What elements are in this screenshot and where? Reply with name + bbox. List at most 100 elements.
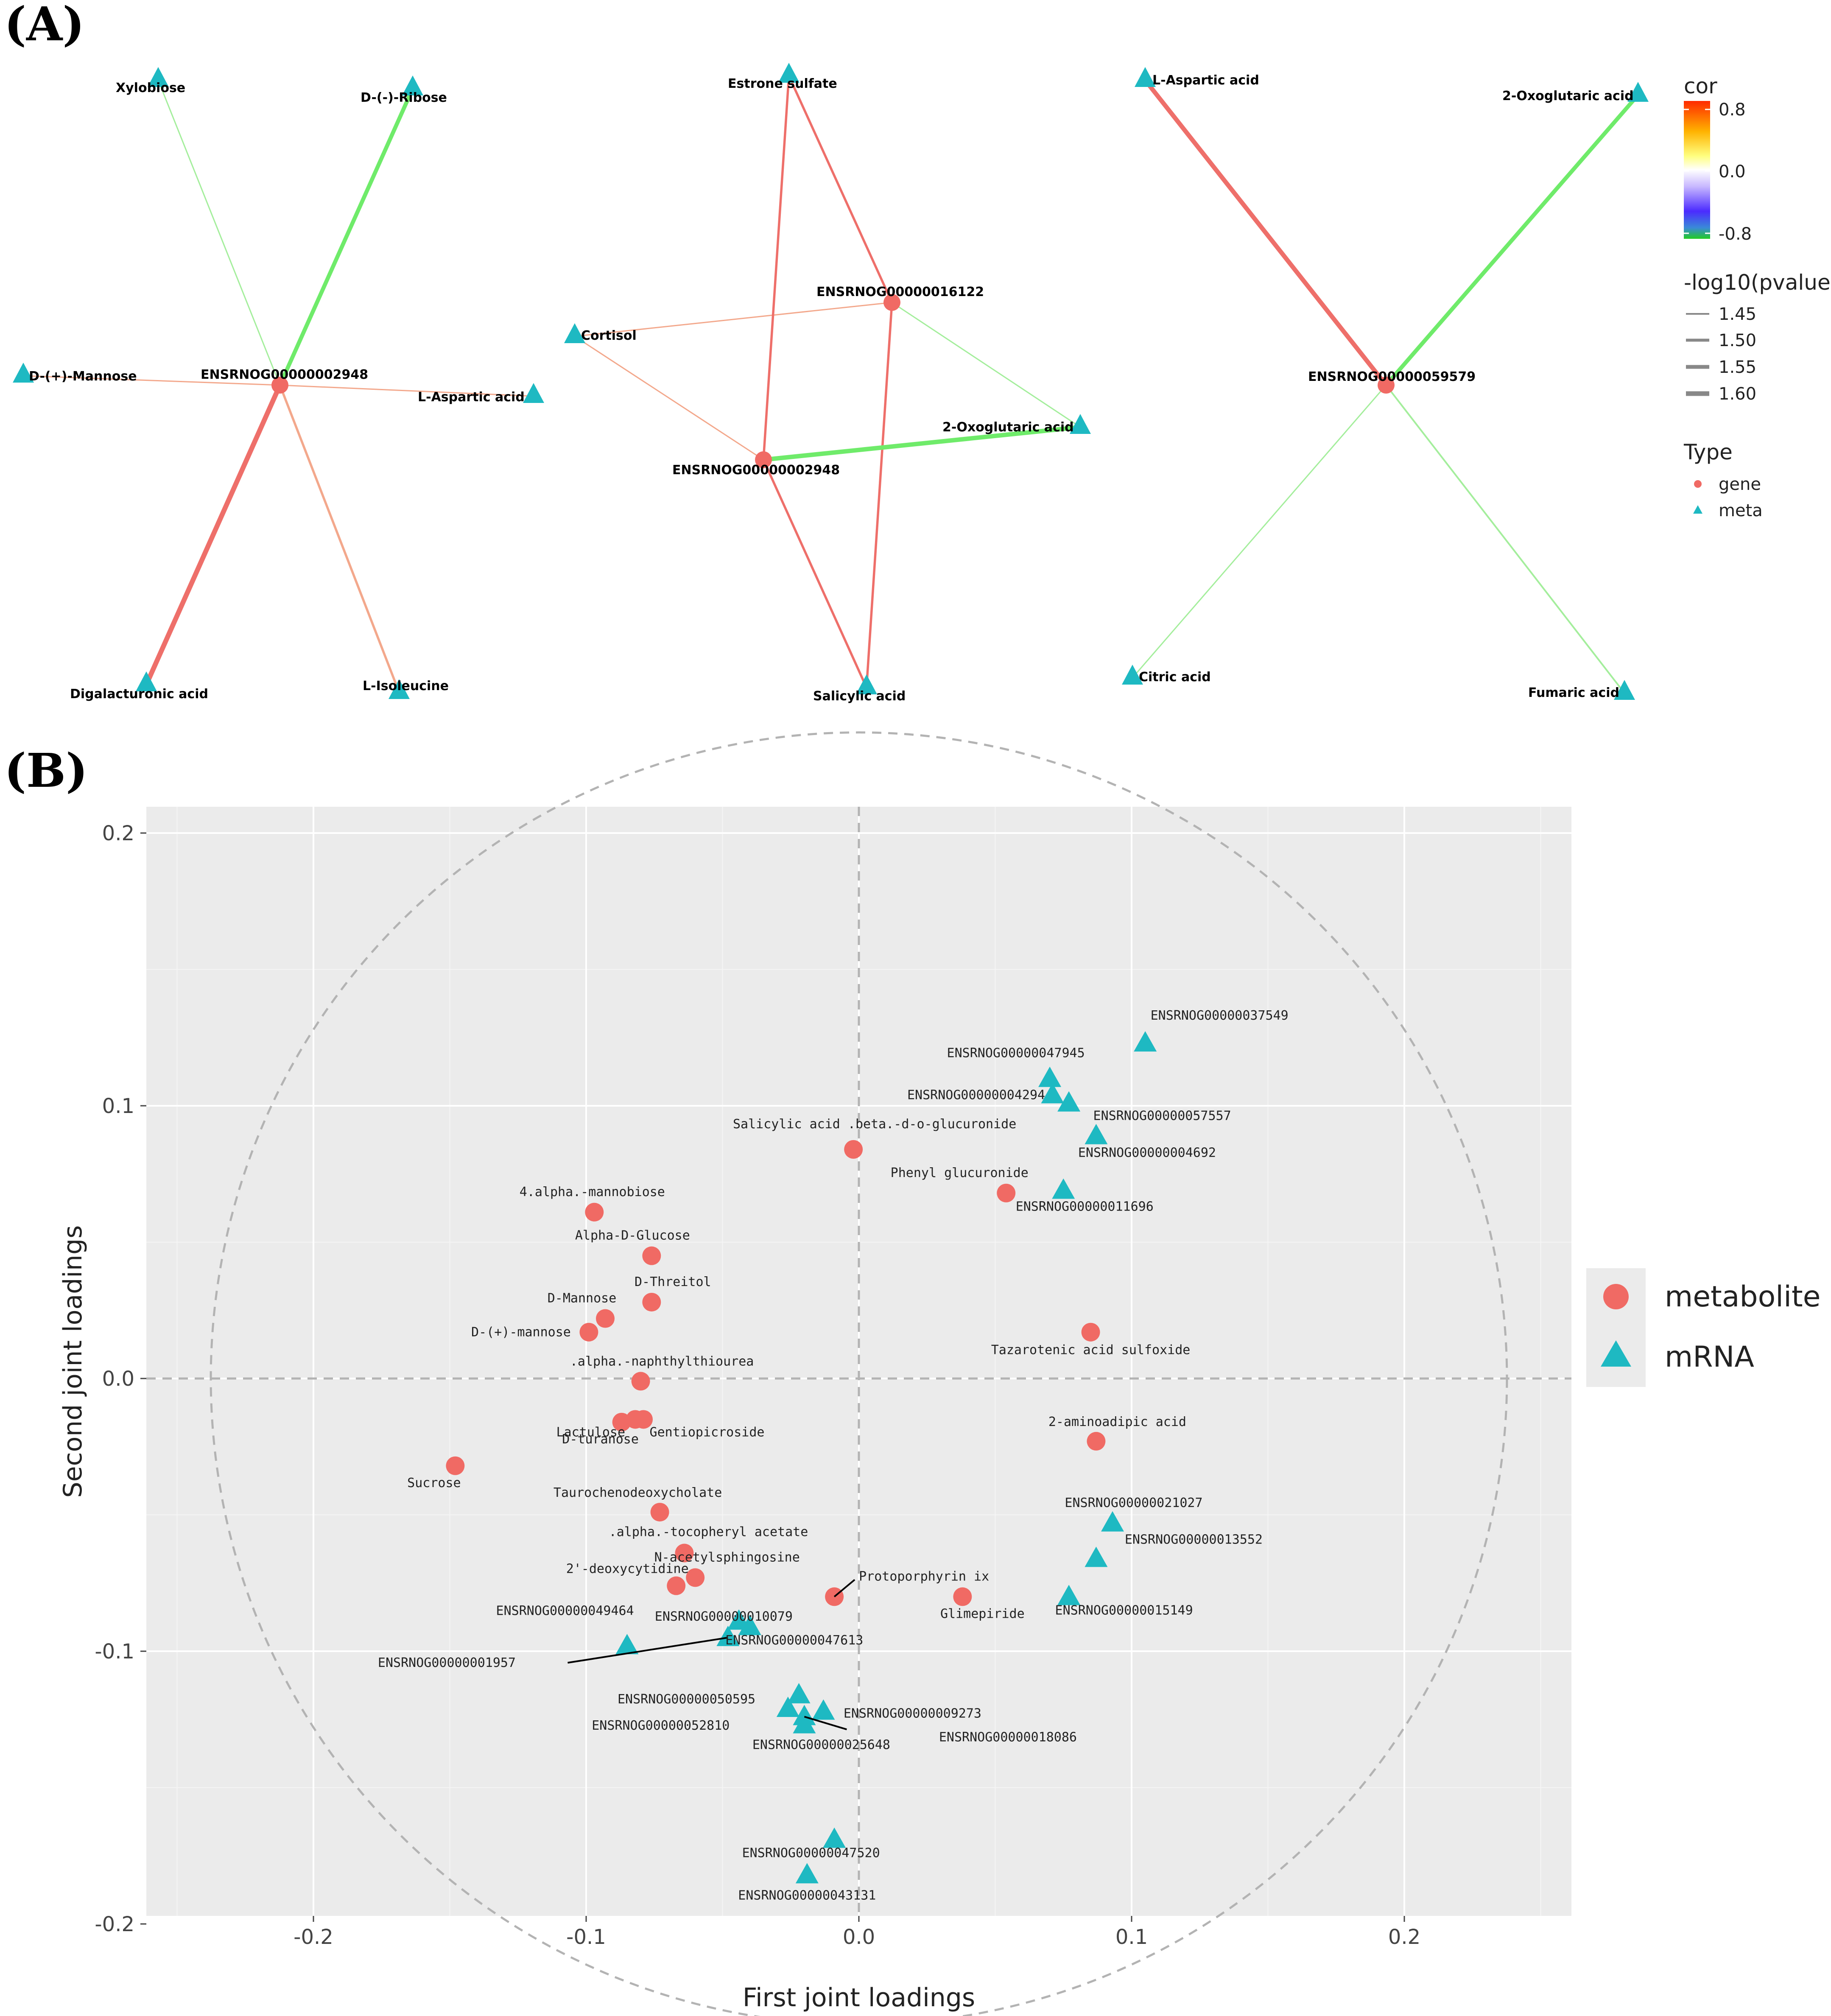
metabolite-label-17: 2'-deoxycytidine	[566, 1562, 689, 1577]
leader-0001957	[567, 1636, 728, 1664]
mrna-label-15: ENSRNOG00000018086	[939, 1730, 1077, 1745]
label-oxoglutaric-n2: 2-Oxoglutaric acid	[1502, 89, 1634, 103]
network-edge-9	[865, 302, 893, 688]
mrna-point-8	[1057, 1585, 1081, 1605]
y-tick-label-4: -0.2	[95, 1913, 134, 1936]
mrna-label-17: ENSRNOG00000025648	[752, 1738, 890, 1753]
mrna-label-2: ENSRNOG00000004294	[907, 1088, 1045, 1102]
meta-node-aspartic	[523, 383, 544, 403]
mrna-point-3	[1057, 1091, 1081, 1112]
metabolite-label-15: .alpha.-tocopheryl acetate	[609, 1525, 808, 1540]
mrna-point-19	[795, 1863, 819, 1884]
x-tick-label-3: 0.1	[1115, 1925, 1148, 1949]
network-edge-8	[892, 302, 1081, 428]
leader-protoporphyrin	[833, 1579, 855, 1597]
mrna-point-12	[615, 1634, 639, 1655]
meta-node-estrone	[778, 63, 799, 83]
network-edge-17	[1385, 384, 1625, 694]
metabolite-point-19	[953, 1587, 972, 1606]
mrna-point-14	[812, 1699, 835, 1720]
label-oxoglutaric-n1: 2-Oxoglutaric acid	[942, 420, 1074, 435]
legend-metabolite-label: metabolite	[1665, 1280, 1820, 1314]
pval-tick-2: 1.50	[1719, 331, 1756, 350]
label-estrone: Estrone sulfate	[728, 76, 837, 91]
legend-mrna-marker	[1601, 1340, 1631, 1367]
label-n0-gene: ENSRNOG00000002948	[201, 367, 368, 382]
type-legend-title: Type	[1683, 440, 1733, 464]
type-legend-gene-marker	[1694, 480, 1702, 488]
metabolite-point-12	[446, 1456, 465, 1475]
metabolite-label-5: D-Mannose	[548, 1291, 617, 1306]
network-edge-14	[1143, 78, 1388, 387]
metabolite-label-7: Tazarotenic acid sulfoxide	[991, 1343, 1191, 1358]
y-axis-title: Second joint loadings	[58, 1225, 88, 1498]
meta-node-cortisol	[564, 323, 585, 343]
y-tick-label-1: 0.1	[102, 1094, 134, 1118]
mrna-label-4: ENSRNOG00000004692	[1078, 1146, 1216, 1160]
network-edge-13	[762, 459, 868, 688]
pval-tick-1: 1.45	[1719, 305, 1756, 324]
metabolite-label-9: Lactulose	[556, 1425, 625, 1440]
mrna-label-8: ENSRNOG00000015149	[1055, 1603, 1193, 1618]
scatter-axes: -0.2 -0.1 0.0 0.1 0.2 0.2 0.1 0.0 -0.1 -0.2	[95, 822, 1420, 1949]
panel-b-label: (B)	[4, 743, 88, 798]
x-tick-label-2: 0.0	[843, 1925, 875, 1949]
network-edge-6	[788, 75, 893, 303]
pval-tick-3: 1.55	[1719, 358, 1756, 377]
label-ribose: D-(-)-Ribose	[361, 90, 447, 105]
mrna-point-18	[823, 1827, 846, 1848]
mrna-point-1	[1038, 1066, 1062, 1087]
metabolite-point-10	[634, 1410, 653, 1429]
label-citric: Citric acid	[1139, 670, 1211, 685]
type-legend-meta-marker	[1693, 505, 1702, 514]
gene-node-n1a	[883, 294, 900, 311]
mrna-point-0	[1134, 1031, 1157, 1052]
metabolite-point-14	[650, 1503, 669, 1522]
mrna-label-9: ENSRNOG00000010079	[655, 1609, 793, 1624]
label-mannose: D-(+)-Mannose	[29, 369, 137, 384]
meta-node-isoleucine	[389, 679, 410, 699]
cor-legend-title: cor	[1684, 74, 1717, 98]
legend-metabolite-marker	[1603, 1284, 1629, 1309]
mrna-point-6	[1101, 1511, 1124, 1532]
y-tick-label-2: 0.0	[102, 1367, 134, 1391]
metabolite-point-7	[1081, 1323, 1100, 1342]
y-tick-label-3: -0.1	[95, 1640, 134, 1664]
mrna-label-6: ENSRNOG00000021027	[1065, 1496, 1202, 1510]
metabolite-label-4: D-Threitol	[635, 1275, 711, 1289]
gene-node-n2	[1378, 377, 1395, 394]
network-edge-2	[23, 375, 280, 386]
y-tick-label-0: 0.2	[102, 822, 134, 845]
network-edge-1	[278, 88, 415, 386]
mrna-point-7	[1085, 1546, 1108, 1567]
metabolite-point-4	[642, 1292, 661, 1311]
network-edges	[23, 75, 1640, 694]
network-edge-10	[762, 75, 790, 460]
metabolite-point-3	[642, 1246, 661, 1265]
metabolite-label-3: Alpha-D-Glucose	[575, 1228, 690, 1243]
network-edge-11	[574, 336, 764, 461]
metabolite-label-0: Salicylic acid .beta.-d-o-glucuronide	[733, 1117, 1016, 1132]
mrna-label-14: ENSRNOG00000009273	[844, 1706, 981, 1721]
mrna-label-18: ENSRNOG00000047520	[742, 1846, 880, 1861]
mrna-point-17	[793, 1713, 816, 1734]
label-fumaric: Fumaric acid	[1528, 685, 1619, 700]
mrna-label-7: ENSRNOG00000013552	[1125, 1532, 1263, 1547]
label-aspartic-n0: L-Aspartic acid	[418, 390, 525, 405]
metabolite-point-5	[596, 1309, 615, 1328]
label-digalacturonic: Digalacturonic acid	[70, 687, 208, 702]
meta-node-digalacturonic	[136, 671, 157, 691]
mrna-label-1: ENSRNOG00000047945	[947, 1046, 1085, 1061]
metabolite-label-2: 4.alpha.-mannobiose	[520, 1185, 665, 1200]
mrna-label-0: ENSRNOG00000037549	[1151, 1008, 1289, 1023]
metabolite-label-11: D-turanose	[562, 1432, 639, 1447]
metabolite-label-1: Phenyl glucuronide	[891, 1166, 1029, 1180]
network-edge-12	[763, 425, 1081, 462]
mrna-point-5	[1052, 1178, 1075, 1199]
metabolite-point-2	[585, 1202, 604, 1222]
metabolite-point-0	[844, 1140, 863, 1159]
metabolite-point-15	[675, 1543, 694, 1563]
gene-node-n0	[271, 377, 288, 394]
scatter-legend: metabolite mRNA	[1586, 1268, 1820, 1387]
